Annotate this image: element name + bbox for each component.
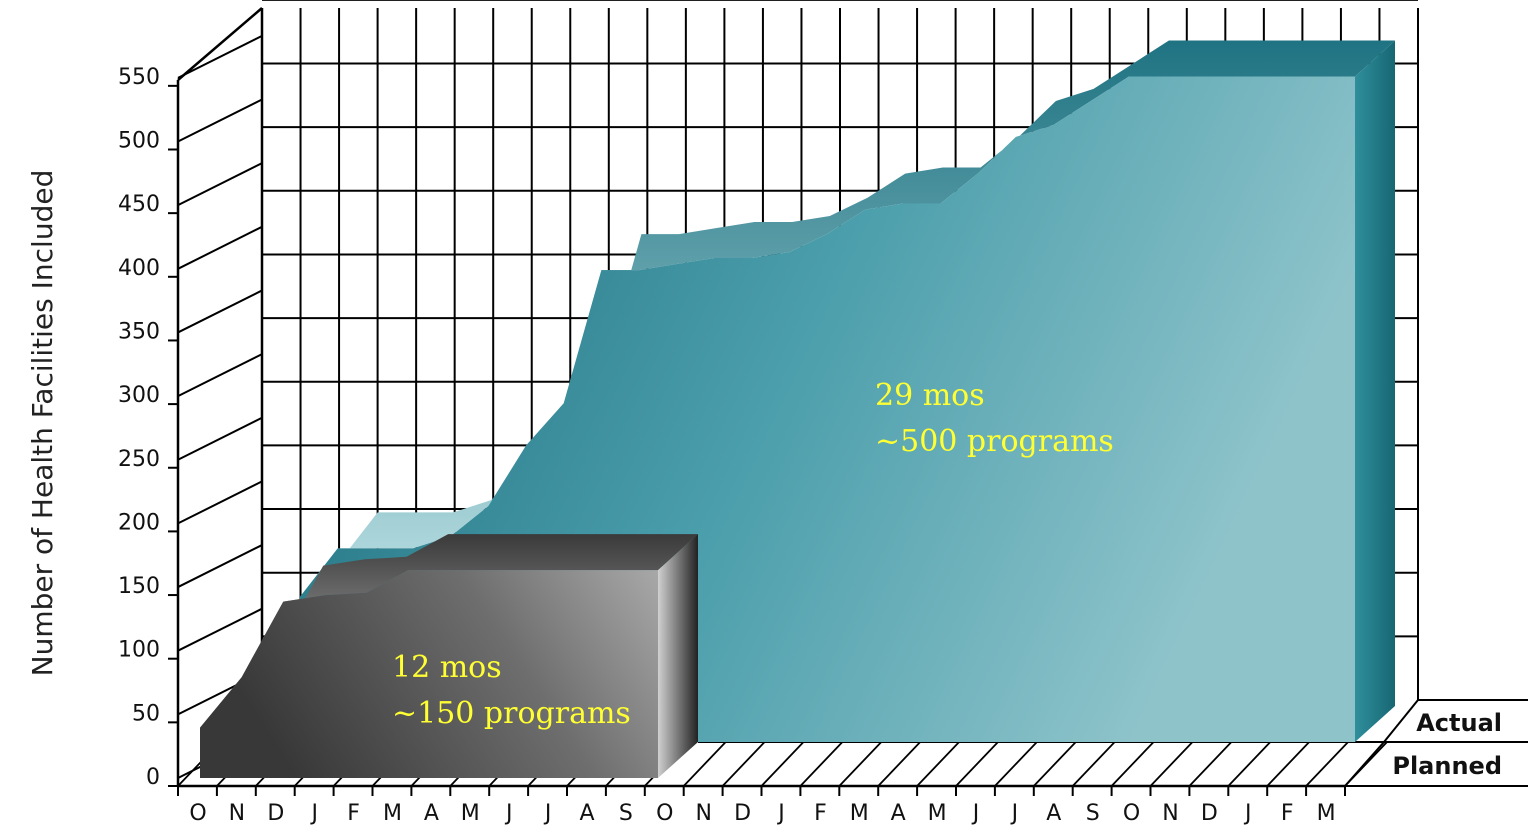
x-tick-label: D	[1201, 801, 1218, 826]
x-tick-label: F	[814, 801, 827, 826]
x-tick-label: A	[1046, 801, 1061, 826]
grid-line-diag	[177, 289, 263, 334]
grid-line-diag	[177, 544, 263, 588]
annotation-planned: 12 mos	[392, 650, 502, 685]
planned-series	[200, 534, 698, 778]
x-tick-label: F	[347, 801, 360, 826]
annotation-planned: ~150 programs	[392, 696, 631, 731]
y-tick-label: 0	[146, 765, 160, 790]
x-tick-label: N	[695, 801, 711, 826]
x-tick-label: S	[619, 801, 633, 826]
grid-line-diag	[177, 34, 263, 79]
floor-line	[683, 741, 727, 787]
x-tick-label: M	[461, 801, 480, 826]
floor-line	[955, 741, 999, 787]
x-tick-label: J	[1243, 801, 1252, 826]
x-tick-label: A	[891, 801, 906, 826]
x-tick-label: J	[543, 801, 552, 826]
floor-line	[994, 741, 1038, 787]
y-tick-label: 250	[118, 447, 160, 472]
planned-top-surface	[200, 534, 698, 728]
floor-line	[721, 741, 766, 787]
floor-line	[1033, 741, 1077, 787]
x-tick-label: M	[928, 801, 947, 826]
x-tick-label: O	[656, 801, 673, 826]
y-tick-label: 500	[118, 129, 160, 154]
floor-line	[877, 741, 921, 787]
floor-line	[760, 741, 805, 787]
grid-line-diag	[177, 98, 263, 143]
actual-top-surface	[300, 40, 1395, 597]
floor-line	[1266, 741, 1310, 787]
floor-line	[1305, 741, 1349, 787]
legend: Actual Planned	[1392, 709, 1502, 780]
x-tick-label: D	[267, 801, 284, 826]
planned-front-face	[200, 570, 658, 778]
x-tick-label: N	[1162, 801, 1178, 826]
x-tick-label: F	[1281, 801, 1294, 826]
x-tick-label: N	[229, 801, 245, 826]
floor-line	[799, 741, 844, 787]
actual-side-face	[1355, 40, 1395, 742]
y-axis-label: Number of Health Facilities Included	[26, 170, 59, 677]
x-tick-label: O	[189, 801, 206, 826]
x-tick-label: M	[383, 801, 402, 826]
y-tick-label: 450	[118, 192, 160, 217]
x-tick-label: O	[1123, 801, 1140, 826]
planned-side-face	[658, 534, 698, 778]
floor-line	[1227, 741, 1271, 787]
annotation-actual: 29 mos	[875, 378, 985, 413]
y-tick-labels: 0 50 100 150 200 250 300 350 400 450 500 550	[118, 65, 178, 790]
x-tick-label: J	[504, 801, 513, 826]
grid-line-diag	[177, 480, 263, 525]
x-tick-label: J	[776, 801, 785, 826]
x-tick-label: A	[579, 801, 594, 826]
floor-line	[1072, 741, 1116, 787]
y-tick-label: 100	[118, 638, 160, 663]
grid-line-diag	[177, 162, 263, 207]
floor-line	[838, 741, 882, 787]
x-tick-label: S	[1086, 801, 1100, 826]
floor-line	[1149, 741, 1194, 787]
x-tick-label: M	[850, 801, 869, 826]
grid-line-diag	[177, 353, 263, 397]
floor-line	[1110, 741, 1155, 787]
y-tick-label: 300	[118, 383, 160, 408]
y-tick-label: 350	[118, 319, 160, 344]
floor-line	[1344, 741, 1385, 787]
grid-line-diag	[177, 607, 263, 652]
annotations: 12 mos ~150 programs 29 mos ~500 programs	[392, 378, 1114, 731]
x-tick-label: J	[309, 801, 318, 826]
y-tick-label: 550	[118, 65, 160, 90]
x-tick-label: M	[1317, 801, 1336, 826]
grid-line-diag	[177, 416, 263, 461]
y-tick-label: 150	[118, 574, 160, 599]
annotation-actual: ~500 programs	[875, 424, 1114, 459]
y-tick-label: 200	[118, 510, 160, 535]
x-tick-label: A	[424, 801, 439, 826]
y-tick-label: 400	[118, 256, 160, 281]
left-wall-top-edge	[177, 7, 263, 81]
x-tick-label: D	[734, 801, 751, 826]
legend-planned: Planned	[1392, 752, 1502, 780]
x-tick-label: J	[971, 801, 980, 826]
grid-line-diag	[177, 225, 263, 270]
floor-line	[916, 741, 960, 787]
legend-actual: Actual	[1416, 709, 1502, 737]
y-tick-label: 50	[132, 701, 160, 726]
floor-line	[1188, 741, 1233, 787]
x-tick-label: J	[1010, 801, 1019, 826]
floor-line	[1383, 699, 1419, 743]
